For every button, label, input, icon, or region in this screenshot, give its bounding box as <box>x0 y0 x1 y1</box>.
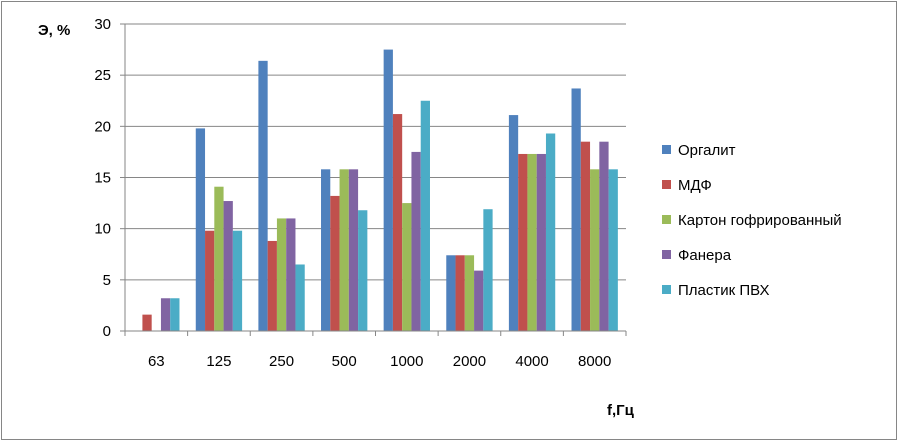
bars <box>142 49 618 332</box>
bar <box>508 115 519 332</box>
y-tick-label: 10 <box>94 221 111 238</box>
bar <box>286 218 296 331</box>
bar <box>223 201 233 331</box>
bar <box>295 264 305 331</box>
legend-swatch <box>662 285 671 294</box>
bar <box>402 203 412 331</box>
y-tick-label: 5 <box>103 272 111 289</box>
x-tick-label: 2000 <box>453 353 486 370</box>
x-tick-label: 500 <box>332 353 357 370</box>
bar <box>580 141 591 331</box>
y-tick-label: 15 <box>94 170 111 187</box>
bar <box>599 141 609 331</box>
bar <box>420 100 430 331</box>
bar <box>348 169 359 331</box>
x-tick-label: 1000 <box>390 353 423 370</box>
bar <box>483 209 493 331</box>
legend-swatch <box>662 180 671 189</box>
bar <box>258 60 268 332</box>
bar <box>446 255 456 331</box>
y-axis-title: Э, % <box>38 22 70 39</box>
y-tick-label: 25 <box>94 67 111 84</box>
x-tick-label: 125 <box>206 353 231 370</box>
x-tick-label: 4000 <box>515 353 548 370</box>
bar <box>205 230 215 331</box>
bar <box>383 49 393 331</box>
x-tick-label: 63 <box>148 353 165 370</box>
x-axis-title: f,Гц <box>607 402 635 419</box>
bar <box>339 169 349 331</box>
bar <box>276 218 287 331</box>
y-tick-label: 30 <box>94 16 111 33</box>
bar <box>474 270 484 331</box>
legend-label: Картон гофрированный <box>678 212 842 229</box>
x-tick-label: 250 <box>269 353 294 370</box>
bar <box>358 210 368 331</box>
bar <box>321 169 331 331</box>
bar <box>267 240 277 331</box>
bar <box>411 151 421 331</box>
bar <box>590 169 600 331</box>
bar <box>545 133 556 331</box>
bar <box>518 153 528 331</box>
bar <box>464 255 475 331</box>
bar <box>571 88 581 331</box>
legend-label: Фанера <box>678 247 732 264</box>
bar <box>142 314 152 331</box>
bar <box>170 298 180 331</box>
legend: Оргалит МДФ Картон гофрированный Фанера Плас… <box>662 142 842 299</box>
bar <box>608 169 618 331</box>
bar <box>392 114 403 331</box>
bar <box>195 128 206 331</box>
legend-label: МДФ <box>678 177 712 194</box>
y-tick-label: 20 <box>94 118 111 135</box>
x-tick-labels: 63 125 250 500 1000 2000 4000 8000 <box>148 353 611 370</box>
legend-swatch <box>662 250 671 259</box>
bar <box>330 195 340 331</box>
legend-swatch <box>662 145 671 154</box>
bar <box>527 153 537 331</box>
bar-chart: 0 5 10 15 20 25 30 63 125 250 500 1000 2000 4000 8000… <box>38 16 842 419</box>
axes <box>120 23 627 336</box>
bar <box>455 255 465 331</box>
bar <box>214 186 224 331</box>
legend-swatch <box>662 215 671 224</box>
x-tick-label: 8000 <box>578 353 611 370</box>
bar <box>160 298 171 331</box>
legend-label: Пластик ПВХ <box>678 282 770 299</box>
chart-area: 0 5 10 15 20 25 30 63 125 250 500 1000 2000 4000 8000… <box>1 1 897 440</box>
bar <box>232 230 243 331</box>
y-tick-label: 0 <box>103 323 111 340</box>
bar <box>536 153 546 331</box>
y-tick-labels: 0 5 10 15 20 25 30 <box>94 16 111 340</box>
legend-label: Оргалит <box>678 142 736 159</box>
